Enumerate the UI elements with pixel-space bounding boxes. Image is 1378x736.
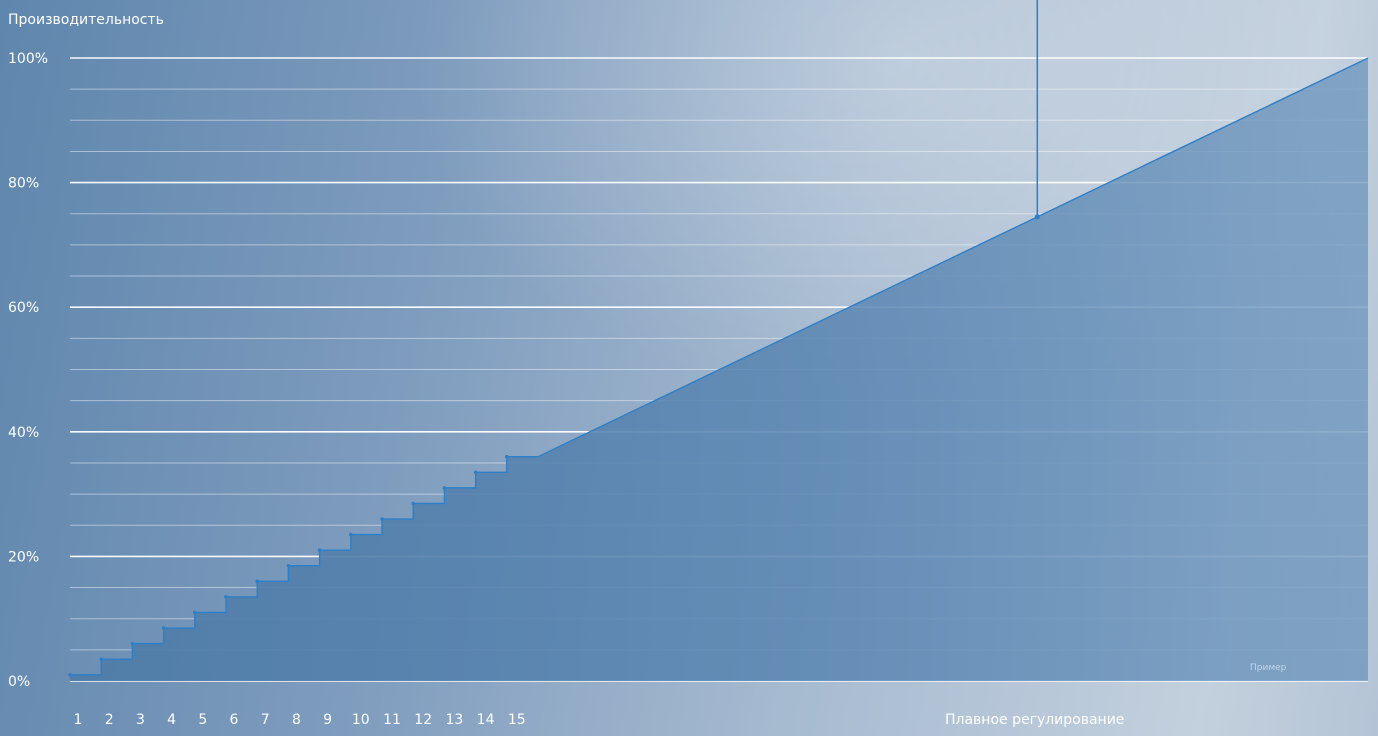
y-tick-label: 20%	[8, 549, 39, 565]
x-step-label: 7	[261, 712, 270, 728]
y-tick-label: 80%	[8, 176, 39, 192]
x-step-label: 9	[323, 712, 332, 728]
area-series	[68, 57, 1369, 681]
step-marker	[130, 641, 135, 646]
x-step-label: 6	[230, 712, 239, 728]
x-step-label: 13	[445, 712, 463, 728]
step-marker	[193, 610, 197, 615]
x-step-label: 14	[477, 712, 495, 728]
annotation	[1034, 0, 1040, 220]
step-marker	[161, 626, 166, 630]
x-step-label: 3	[136, 712, 145, 728]
x-step-label: 1	[74, 712, 83, 728]
y-tick-label: 40%	[8, 425, 39, 441]
x-step-label: 5	[198, 712, 207, 728]
y-tick-label: 60%	[8, 300, 39, 316]
step-marker	[411, 501, 416, 506]
x-step-label: 11	[383, 712, 401, 728]
step-marker	[255, 579, 259, 584]
step-marker	[317, 548, 322, 552]
x-step-label: 4	[167, 712, 176, 728]
y-axis-ticks: 0% 20% 40% 60% 80% 100%	[8, 51, 48, 690]
step-marker	[99, 657, 103, 661]
x-step-label: 12	[414, 712, 432, 728]
step-marker	[349, 532, 353, 537]
step-marker	[442, 486, 447, 490]
y-tick-label: 0%	[8, 674, 30, 690]
step-marker	[380, 517, 384, 521]
step-marker	[286, 563, 291, 568]
y-axis-title: Производительность	[8, 12, 164, 28]
step-marker	[505, 454, 509, 459]
x-step-label: 15	[508, 712, 526, 728]
series-line	[70, 57, 1369, 676]
x-axis-title: Плавное регулирование	[945, 712, 1124, 728]
annotation-dot	[1034, 214, 1040, 220]
area-fill	[70, 58, 1368, 681]
x-step-label: 8	[292, 712, 301, 728]
example-note: Пример	[1250, 663, 1287, 673]
step-marker	[68, 672, 72, 677]
step-marker	[473, 470, 478, 475]
y-tick-label: 100%	[8, 51, 48, 67]
x-step-label: 2	[105, 712, 114, 728]
step-marker	[224, 595, 228, 599]
x-axis-ticks: 1 2 3 4 5 6 7 8 9 10 11 12 13 14 15	[74, 712, 526, 728]
x-step-label: 10	[352, 712, 370, 728]
